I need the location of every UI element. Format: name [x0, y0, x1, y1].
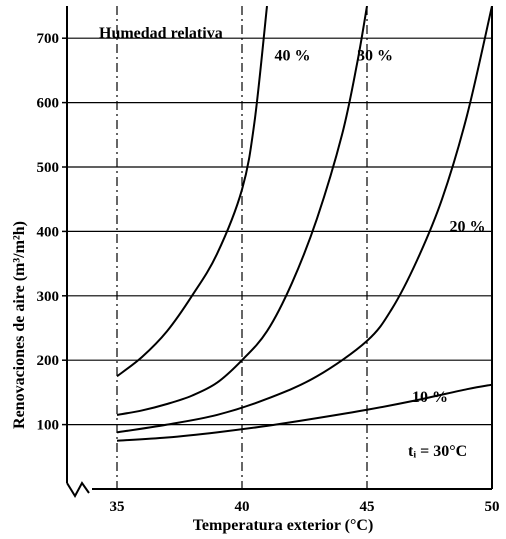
- series-line-10pct: [116, 383, 492, 442]
- series-lines: [116, 6, 492, 442]
- y-axis-label: Renovaciones de aire (m³/m²h): [11, 221, 28, 429]
- y-tick-label: 400: [37, 224, 60, 240]
- axes: [66, 6, 493, 499]
- axis-break-mark: [66, 481, 90, 499]
- series-line-40pct: [116, 6, 268, 378]
- legend-title: Humedad relativa: [99, 25, 223, 42]
- x-tick-label: 35: [110, 499, 125, 515]
- tick-labels: 100 200 300 400 500 600 700 35 40 45 50: [37, 31, 500, 515]
- x-tick-label: 50: [485, 499, 500, 515]
- grid: [67, 6, 493, 489]
- y-tick-label: 300: [37, 289, 60, 305]
- y-tick-label: 200: [37, 353, 60, 369]
- condition-annotation: tᵢ = 30°C: [408, 443, 467, 460]
- series-label: 20 %: [450, 218, 486, 235]
- y-tick-label: 100: [37, 418, 60, 434]
- series-line-30pct: [116, 6, 368, 416]
- y-tick-label: 600: [37, 96, 60, 112]
- y-tick-label: 500: [37, 160, 60, 176]
- series-label: 10 %: [412, 389, 448, 406]
- y-tick-label: 700: [37, 31, 60, 47]
- series-line-20pct: [116, 6, 492, 434]
- series-label: 40 %: [275, 48, 311, 65]
- series-label: 30 %: [357, 48, 393, 65]
- x-tick-label: 40: [235, 499, 250, 515]
- labels: Humedad relativa Temperatura exterior (°…: [11, 25, 486, 534]
- x-axis-label: Temperatura exterior (°C): [193, 517, 374, 534]
- x-tick-label: 45: [360, 499, 375, 515]
